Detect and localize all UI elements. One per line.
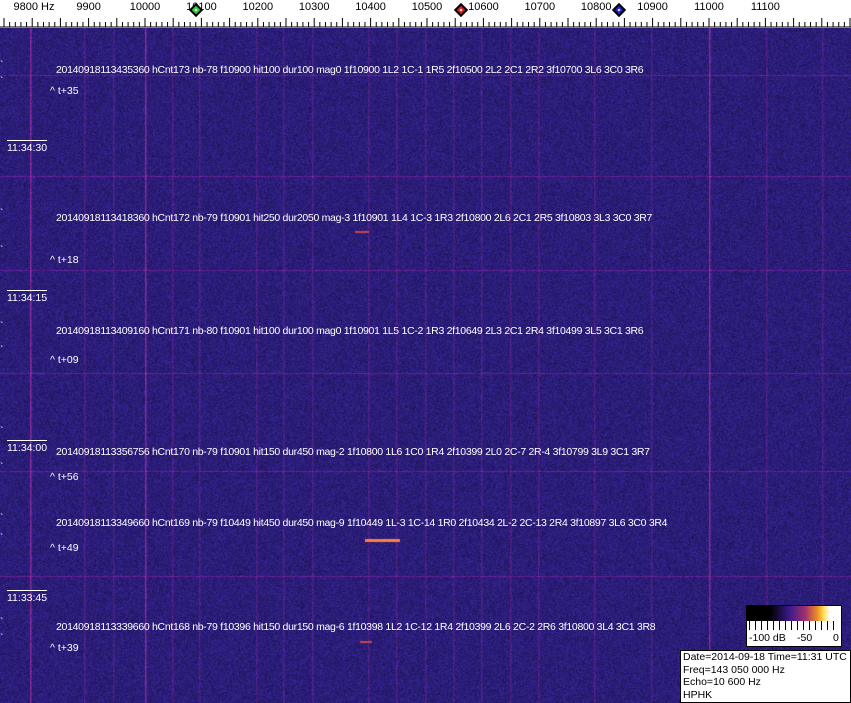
event-marker: ` bbox=[0, 209, 3, 219]
event-marker: ` bbox=[0, 618, 3, 628]
detection-delta: ^ t+56 bbox=[50, 471, 79, 483]
event-marker: ` bbox=[0, 427, 3, 437]
event-marker: ` bbox=[0, 61, 3, 71]
detection-delta: ^ t+39 bbox=[50, 642, 79, 654]
frequency-axis: 9800 Hz 9900 10000 10100 10200 10300 10400 105… bbox=[0, 0, 851, 28]
info-station: HPHK bbox=[683, 689, 850, 702]
event-marker: ` bbox=[0, 534, 3, 544]
event-marker: ` bbox=[0, 322, 3, 332]
detection-line: 20140918113409160 hCnt171 nb-80 f10901 h… bbox=[56, 325, 643, 337]
event-marker: ` bbox=[0, 463, 3, 473]
color-gradient bbox=[747, 606, 841, 621]
detection-delta: ^ t+35 bbox=[50, 85, 79, 97]
detection-line: 20140918113356756 hCnt170 nb-79 f10901 h… bbox=[56, 446, 650, 458]
info-date-time: Date=2014-09-18 Time=11:31 UTC bbox=[683, 651, 850, 664]
axis-ticks bbox=[0, 0, 851, 28]
detection-delta: ^ t+49 bbox=[50, 542, 79, 554]
time-label: 11:34:30 bbox=[7, 140, 47, 154]
detection-line: 20140918113339660 hCnt168 nb-79 f10396 h… bbox=[56, 621, 655, 633]
scale-label-mid: -50 bbox=[797, 632, 812, 644]
detection-delta: ^ t+18 bbox=[50, 254, 79, 266]
detection-delta: ^ t+09 bbox=[50, 354, 79, 366]
detection-line: 20140918113435360 hCnt173 nb-78 f10900 h… bbox=[56, 64, 643, 76]
time-label: 11:34:00 bbox=[7, 440, 47, 454]
scale-label-max: 0 bbox=[833, 632, 839, 644]
scale-label-min: -100 dB bbox=[749, 632, 786, 644]
event-marker: ` bbox=[0, 346, 3, 356]
info-frequency: Freq=143 050 000 Hz bbox=[683, 664, 850, 677]
detection-line: 20140918113418360 hCnt172 nb-79 f10901 h… bbox=[56, 212, 652, 224]
info-box: Date=2014-09-18 Time=11:31 UTC Freq=143 … bbox=[680, 650, 851, 703]
event-marker: ` bbox=[0, 246, 3, 256]
info-echo: Echo=10 600 Hz bbox=[683, 676, 850, 689]
time-label: 11:33:45 bbox=[7, 590, 47, 604]
color-scale-ticks bbox=[749, 621, 839, 630]
waterfall-spectrogram bbox=[0, 28, 851, 703]
color-scale-legend: -100 dB -50 0 bbox=[746, 605, 842, 647]
event-marker: ` bbox=[0, 634, 3, 644]
event-marker: ` bbox=[0, 77, 3, 87]
time-label: 11:34:15 bbox=[7, 290, 47, 304]
detection-line: 20140918113349660 hCnt169 nb-79 f10449 h… bbox=[56, 517, 667, 529]
event-marker: ` bbox=[0, 514, 3, 524]
